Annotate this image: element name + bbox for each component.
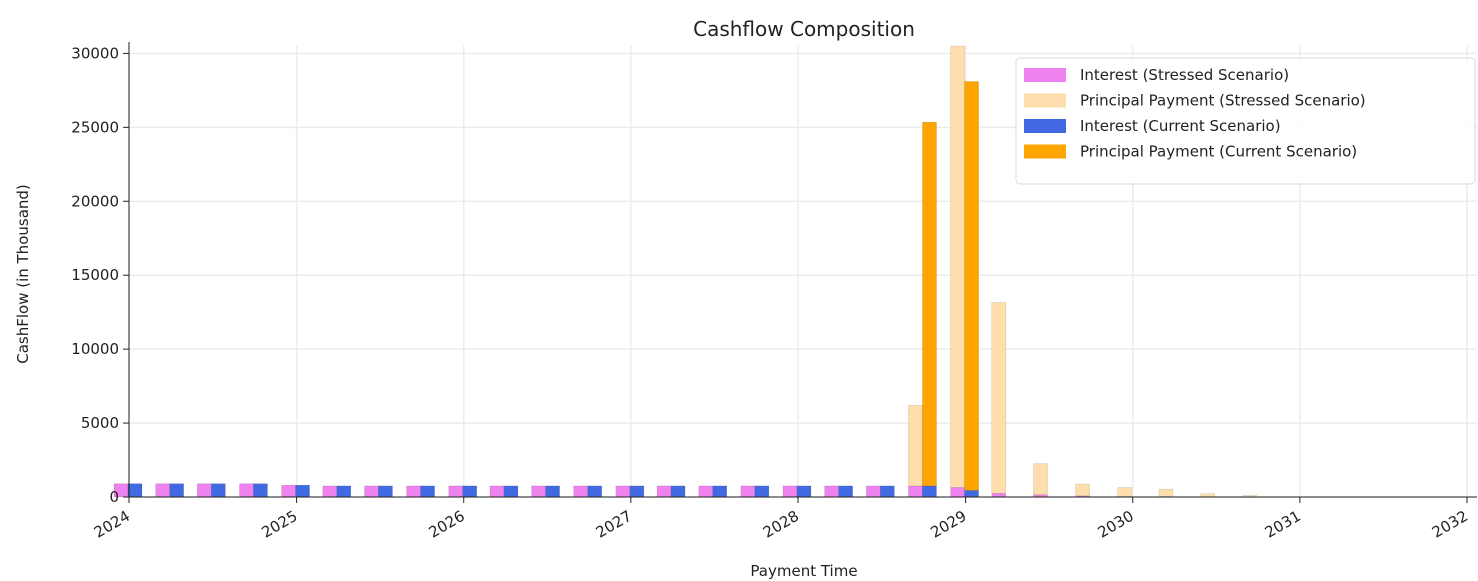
bar-current-interest <box>127 483 143 498</box>
bar-stressed-interest <box>531 485 546 498</box>
bar-stressed-interest <box>908 485 923 498</box>
bar-current-interest <box>754 485 770 498</box>
bar-stressed-principal <box>1075 483 1090 497</box>
bar-current-interest <box>253 483 268 498</box>
legend-label: Interest (Stressed Scenario) <box>1080 66 1289 84</box>
bar-stressed-interest <box>991 493 1007 498</box>
bar-current-principal <box>922 121 937 487</box>
bar-stressed-interest <box>364 485 379 498</box>
bar-stressed-interest <box>448 485 463 498</box>
bar-current-interest <box>964 490 979 498</box>
bar-current-principal <box>964 81 979 491</box>
bar-stressed-principal <box>991 302 1007 494</box>
legend-swatch <box>1024 93 1066 108</box>
bars <box>113 45 1257 498</box>
y-tick-label: 10000 <box>71 340 119 358</box>
bar-stressed-interest <box>281 484 296 498</box>
bar-current-interest <box>211 483 226 498</box>
legend-frame <box>1015 57 1476 185</box>
x-tick-label: 2031 <box>1262 507 1304 542</box>
bar-stressed-interest <box>239 483 254 498</box>
x-tick-label: 2027 <box>593 507 635 542</box>
bar-stressed-interest <box>406 485 421 498</box>
bar-stressed-principal <box>1117 487 1132 497</box>
bar-stressed-principal <box>1200 493 1215 497</box>
y-tick-label: 30000 <box>71 44 119 62</box>
y-tick-label: 25000 <box>71 118 119 136</box>
x-tick-label: 2026 <box>426 507 468 542</box>
bar-current-interest <box>670 485 686 498</box>
bar-current-interest <box>629 485 645 498</box>
y-tick-label: 0 <box>109 488 119 506</box>
bar-current-interest <box>503 485 519 498</box>
bar-stressed-interest <box>489 485 505 498</box>
bar-stressed-interest <box>615 485 631 498</box>
legend-swatch <box>1024 144 1066 159</box>
bar-stressed-interest <box>656 485 672 498</box>
bar-current-interest <box>378 485 393 498</box>
bar-current-interest <box>712 485 727 498</box>
bar-stressed-interest <box>782 485 798 498</box>
bar-stressed-interest <box>950 487 965 498</box>
bar-current-interest <box>295 484 310 498</box>
bar-stressed-interest <box>197 483 212 498</box>
bar-stressed-principal <box>950 45 965 488</box>
bar-stressed-interest <box>740 485 756 498</box>
legend-label: Principal Payment (Current Scenario) <box>1080 143 1357 161</box>
x-tick-label: 2030 <box>1095 507 1137 542</box>
bar-stressed-principal <box>1158 488 1174 497</box>
bar-current-interest <box>587 485 602 498</box>
x-axis-label: Payment Time <box>750 562 857 580</box>
y-tick-label: 5000 <box>81 414 119 432</box>
bar-stressed-interest <box>698 485 713 498</box>
bar-stressed-interest <box>824 485 839 498</box>
x-tick-label: 2024 <box>91 507 133 542</box>
legend-swatch <box>1024 68 1066 82</box>
legend-label: Principal Payment (Stressed Scenario) <box>1080 92 1366 110</box>
y-tick-label: 15000 <box>71 266 119 284</box>
bar-stressed-interest <box>866 485 881 498</box>
bar-current-interest <box>796 485 812 498</box>
bar-current-interest <box>922 485 937 498</box>
x-tick-label: 2029 <box>928 507 970 542</box>
x-tick-label: 2025 <box>259 507 301 542</box>
y-axis-label: CashFlow (in Thousand) <box>14 184 32 364</box>
bar-current-interest <box>420 485 435 498</box>
bar-stressed-interest <box>573 485 588 498</box>
bar-current-interest <box>838 485 853 498</box>
bar-current-interest <box>462 485 477 498</box>
bar-current-interest <box>169 483 184 498</box>
bar-stressed-principal <box>1033 463 1048 496</box>
bar-current-interest <box>545 485 560 498</box>
x-tick-label: 2028 <box>760 507 802 542</box>
bar-current-interest <box>880 485 895 498</box>
bar-stressed-interest <box>155 483 170 498</box>
legend: Interest (Stressed Scenario) Principal Pa… <box>1015 57 1476 185</box>
bar-stressed-principal <box>908 405 923 487</box>
y-tick-label: 20000 <box>71 192 119 210</box>
chart-title: Cashflow Composition <box>693 17 915 41</box>
legend-label: Interest (Current Scenario) <box>1080 117 1281 135</box>
x-tick-label: 2032 <box>1429 507 1471 542</box>
legend-swatch <box>1024 119 1066 133</box>
bar-current-interest <box>336 485 352 498</box>
bar-stressed-interest <box>322 485 338 498</box>
